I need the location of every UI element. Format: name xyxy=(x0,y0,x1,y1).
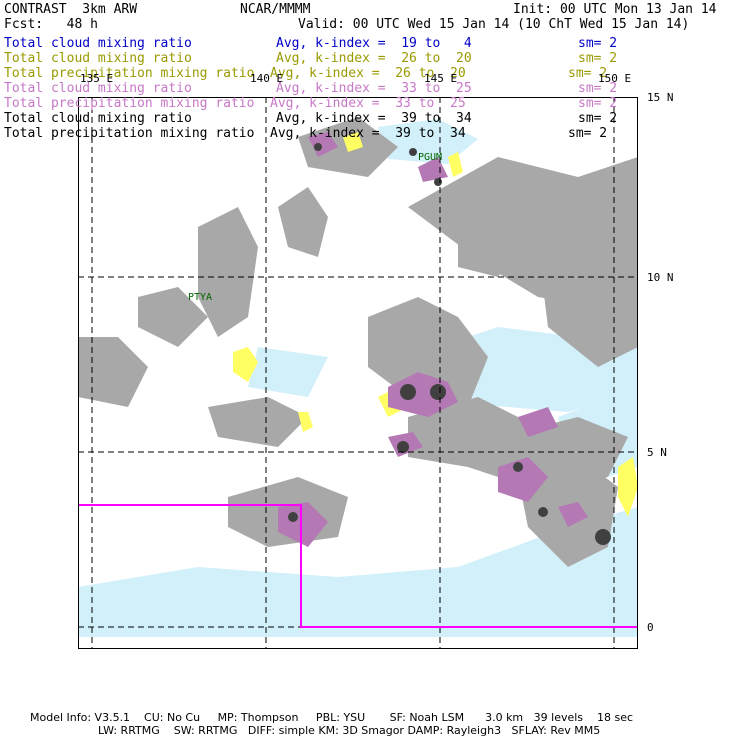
legend-avg: Avg, k-index = 19 to 4 xyxy=(276,36,472,51)
lon-label: 140 E xyxy=(250,72,284,85)
legend-sm: sm= 2 xyxy=(578,111,618,126)
legend-field: Total cloud mixing ratio xyxy=(4,36,192,51)
model-title: CONTRAST 3km ARW xyxy=(4,2,138,17)
legend-field: Total precipitation mixing ratio xyxy=(4,66,255,81)
domain-boundary xyxy=(78,504,638,628)
legend-avg: Avg, k-index = 26 to 20 xyxy=(276,51,472,66)
lat-label: 15 N xyxy=(647,91,674,104)
precip-yellow xyxy=(233,132,638,517)
legend-field: Total precipitation mixing ratio xyxy=(4,96,255,111)
precip-dark xyxy=(288,143,611,545)
forecast-map xyxy=(78,97,638,649)
forecast-hour: Fcst: 48 h xyxy=(4,17,98,32)
lat-label: 10 N xyxy=(647,271,674,284)
legend-sm: sm= 2 xyxy=(568,66,608,81)
legend-field: Total cloud mixing ratio xyxy=(4,51,192,66)
legend-avg: Avg, k-index = 39 to 34 xyxy=(270,126,466,141)
cloud-mixing-gray xyxy=(78,117,638,567)
map-frame xyxy=(78,97,638,649)
lat-label: 0 xyxy=(647,621,654,634)
legend-avg: Avg, k-index = 39 to 34 xyxy=(276,111,472,126)
legend-avg: Avg, k-index = 33 to 25 xyxy=(270,96,466,111)
valid-time: Valid: 00 UTC Wed 15 Jan 14 (10 ChT Wed … xyxy=(298,17,690,32)
model-info-line2: LW: RRTMG SW: RRTMG DIFF: simple KM: 3D … xyxy=(98,724,601,737)
legend-sm: sm= 2 xyxy=(578,36,618,51)
center-label: NCAR/MMMM xyxy=(240,2,311,17)
init-time: Init: 00 UTC Mon 13 Jan 14 xyxy=(513,2,717,17)
place-ptya: PTYA xyxy=(188,292,213,303)
legend-field: Total precipitation mixing ratio xyxy=(4,126,255,141)
place-pgum: PGUM xyxy=(418,152,443,163)
legend-field: Total cloud mixing ratio xyxy=(4,81,192,96)
precip-purple xyxy=(278,132,588,547)
legend-sm: sm= 2 xyxy=(578,51,618,66)
legend-sm: sm= 2 xyxy=(578,96,618,111)
legend-sm: sm= 2 xyxy=(578,81,618,96)
lat-label: 5 N xyxy=(647,446,667,459)
lon-label: 150 E xyxy=(598,72,632,85)
model-info-line1: Model Info: V3.5.1 CU: No Cu MP: Thompso… xyxy=(30,711,634,724)
legend-sm: sm= 2 xyxy=(568,126,608,141)
lon-label: 135 E xyxy=(80,72,114,85)
lat-lon-grid xyxy=(78,97,638,649)
legend-field: Total cloud mixing ratio xyxy=(4,111,192,126)
legend-avg: Avg, k-index = 26 to 20 xyxy=(270,66,466,81)
lon-label: 145 E xyxy=(424,72,458,85)
legend-avg: Avg, k-index = 33 to 25 xyxy=(276,81,472,96)
